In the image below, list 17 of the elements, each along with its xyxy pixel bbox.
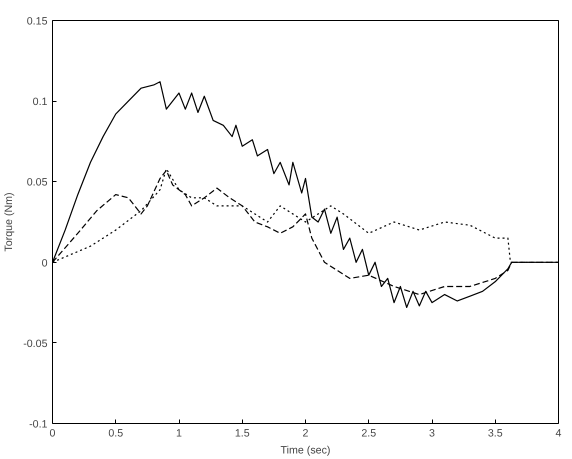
- y-axis-title: Torque (Nm): [3, 192, 16, 252]
- x-axis-title: Time (sec): [280, 444, 330, 456]
- x-tick-label: 3: [429, 428, 436, 440]
- y-tick-label: 0.05: [26, 176, 48, 189]
- x-tick-label: 1.5: [234, 428, 250, 440]
- y-tick-label: -0.05: [23, 338, 48, 350]
- x-tick-label: 2: [302, 428, 309, 440]
- y-tick-label: 0.15: [26, 16, 48, 28]
- y-tick-label: -0.1: [29, 418, 48, 430]
- y-tick-label: 0.1: [32, 96, 48, 108]
- x-tick-label: 0.5: [108, 428, 124, 440]
- y-tick-label: 0: [42, 257, 48, 270]
- x-tick-label: 0: [50, 428, 56, 440]
- x-tick-label: 4: [556, 428, 562, 440]
- x-tick-label: 3.5: [488, 428, 503, 440]
- x-tick-label: 1: [176, 428, 182, 440]
- x-tick-label: 2.5: [361, 428, 376, 440]
